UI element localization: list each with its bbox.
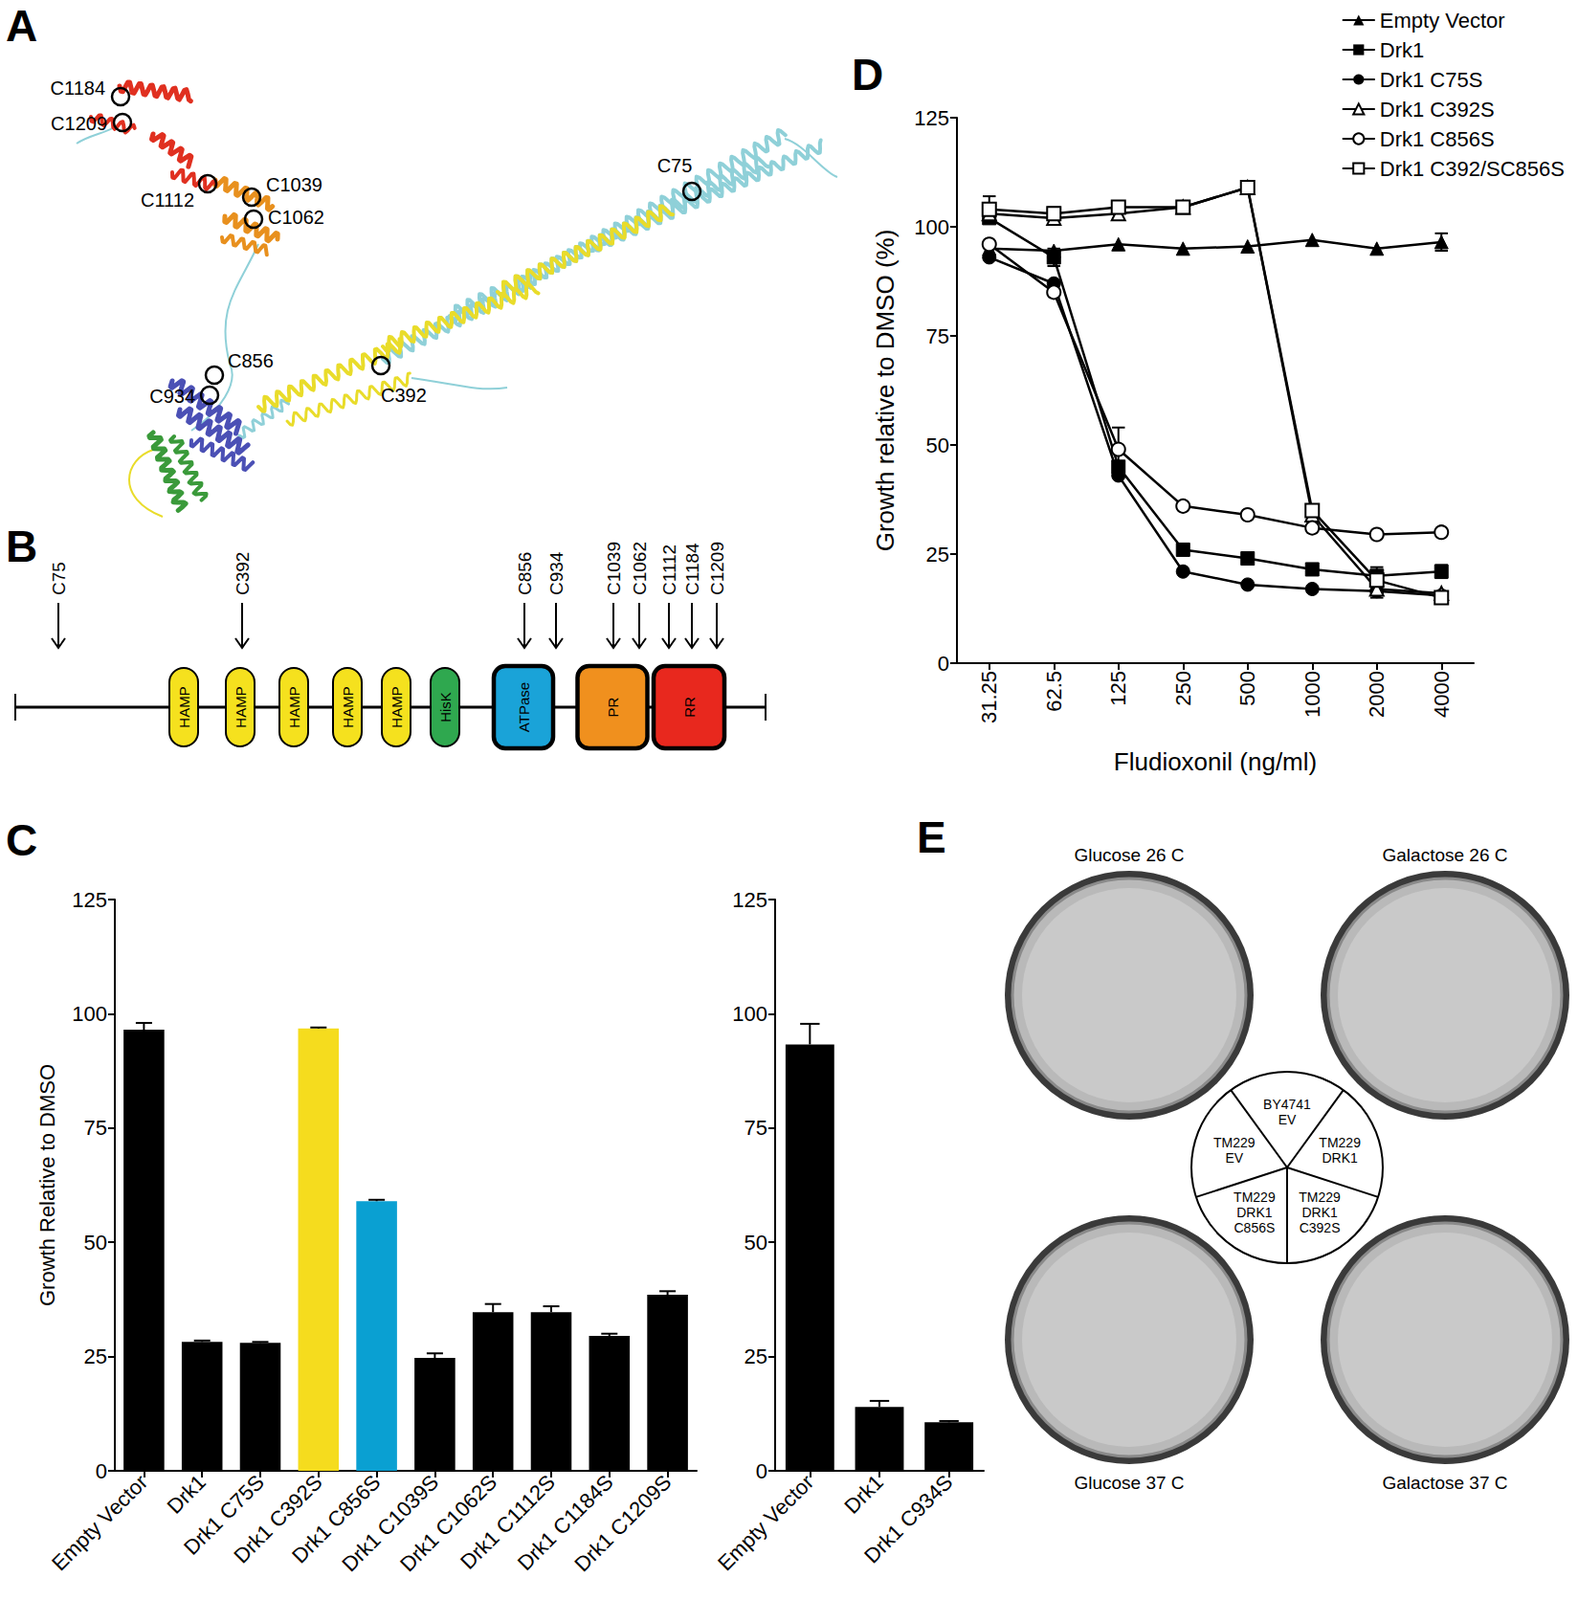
svg-text:HAMP: HAMP <box>388 686 405 728</box>
svg-text:C1112: C1112 <box>659 544 680 596</box>
svg-text:50: 50 <box>744 1230 768 1255</box>
svg-text:100: 100 <box>732 1001 768 1026</box>
svg-text:Drk1 C934S: Drk1 C934S <box>859 1469 957 1568</box>
svg-text:TM229DRK1: TM229DRK1 <box>1318 1134 1361 1166</box>
html-text:A: A <box>5 0 38 51</box>
svg-text:Drk1 C75S: Drk1 C75S <box>179 1470 269 1560</box>
svg-text:Glucose 37 C: Glucose 37 C <box>1073 1472 1184 1493</box>
svg-text:C1062: C1062 <box>267 206 325 228</box>
svg-text:PR: PR <box>604 696 622 717</box>
svg-text:50: 50 <box>926 433 950 458</box>
svg-text:125: 125 <box>913 106 950 131</box>
svg-text:25: 25 <box>744 1344 768 1369</box>
svg-text:4000: 4000 <box>1429 670 1454 718</box>
svg-text:Drk1: Drk1 <box>162 1469 212 1519</box>
svg-text:0: 0 <box>937 651 950 676</box>
svg-text:TM229DRK1C392S: TM229DRK1C392S <box>1298 1189 1341 1236</box>
svg-text:HAMP: HAMP <box>286 686 303 728</box>
svg-text:C392: C392 <box>380 384 427 406</box>
svg-text:75: 75 <box>84 1115 108 1140</box>
svg-text:100: 100 <box>71 1001 108 1026</box>
svg-text:Empty Vector: Empty Vector <box>46 1469 153 1576</box>
svg-text:C392: C392 <box>232 552 253 596</box>
html-text:D: D <box>851 49 884 100</box>
svg-text:Drk1 C856S: Drk1 C856S <box>1379 127 1495 152</box>
svg-text:C1184: C1184 <box>50 77 106 99</box>
svg-text:C934: C934 <box>546 551 567 596</box>
svg-text:C1209: C1209 <box>50 112 108 134</box>
svg-text:1000: 1000 <box>1300 670 1325 718</box>
svg-text:25: 25 <box>84 1344 108 1369</box>
html-text:C: C <box>5 815 38 866</box>
svg-text:Drk1: Drk1 <box>839 1469 889 1519</box>
svg-text:C1039: C1039 <box>603 541 624 596</box>
svg-text:50: 50 <box>84 1230 108 1255</box>
svg-text:Galactose 37 C: Galactose 37 C <box>1382 1472 1509 1493</box>
svg-text:C1112: C1112 <box>140 189 195 211</box>
svg-text:Drk1 C1112S: Drk1 C1112S <box>455 1470 560 1575</box>
svg-text:Empty Vector: Empty Vector <box>712 1469 819 1576</box>
svg-text:Drk1 C75S: Drk1 C75S <box>1379 67 1484 92</box>
svg-text:Drk1 C392S: Drk1 C392S <box>1379 97 1495 122</box>
svg-text:75: 75 <box>744 1115 768 1140</box>
svg-text:31.25: 31.25 <box>977 670 1001 724</box>
svg-text:Drk1 C856S: Drk1 C856S <box>287 1470 386 1568</box>
svg-text:Drk1 C1209S: Drk1 C1209S <box>569 1469 676 1577</box>
svg-text:Fludioxonil (ng/ml): Fludioxonil (ng/ml) <box>1113 747 1317 777</box>
svg-text:Galactose 26 C: Galactose 26 C <box>1382 844 1509 866</box>
svg-text:2000: 2000 <box>1364 670 1389 718</box>
svg-text:250: 250 <box>1171 670 1196 707</box>
svg-text:0: 0 <box>755 1459 768 1484</box>
svg-text:C856: C856 <box>227 350 274 372</box>
svg-text:Drk1: Drk1 <box>1379 38 1424 63</box>
svg-text:HAMP: HAMP <box>176 686 193 728</box>
svg-text:RR: RR <box>681 696 698 718</box>
svg-text:TM229EV: TM229EV <box>1213 1134 1256 1166</box>
svg-text:BY4741EV: BY4741EV <box>1263 1096 1312 1128</box>
svg-text:500: 500 <box>1235 670 1260 707</box>
svg-text:Drk1 C1039S: Drk1 C1039S <box>337 1470 444 1577</box>
svg-text:Drk1 C1184S: Drk1 C1184S <box>512 1470 618 1576</box>
svg-text:Drk1 C1062S: Drk1 C1062S <box>395 1470 502 1577</box>
svg-text:Drk1 C392/SC856S: Drk1 C392/SC856S <box>1379 156 1565 181</box>
svg-text:TM229DRK1C856S: TM229DRK1C856S <box>1233 1189 1276 1236</box>
svg-text:0: 0 <box>95 1459 108 1484</box>
svg-text:C1062: C1062 <box>629 541 650 596</box>
svg-text:C75: C75 <box>48 561 69 596</box>
svg-text:Growth relative to DMSO (%): Growth relative to DMSO (%) <box>870 229 900 553</box>
svg-text:125: 125 <box>71 888 108 912</box>
svg-text:ATPase: ATPase <box>515 682 533 733</box>
svg-text:C75: C75 <box>657 155 693 177</box>
svg-text:100: 100 <box>913 215 950 240</box>
svg-text:125: 125 <box>732 888 768 912</box>
svg-text:Empty Vector: Empty Vector <box>1379 8 1506 33</box>
svg-text:HAMP: HAMP <box>339 686 356 728</box>
svg-text:Glucose 26 C: Glucose 26 C <box>1073 844 1184 866</box>
svg-text:C934: C934 <box>149 385 196 407</box>
svg-text:C1039: C1039 <box>266 174 323 196</box>
svg-text:25: 25 <box>926 542 950 567</box>
html-text:E: E <box>916 812 947 863</box>
svg-text:Drk1 C392S: Drk1 C392S <box>228 1470 327 1568</box>
svg-text:C1184: C1184 <box>682 542 703 596</box>
svg-text:C856: C856 <box>514 552 535 596</box>
svg-text:125: 125 <box>1106 670 1131 707</box>
svg-text:75: 75 <box>926 324 950 349</box>
html-text:B: B <box>5 521 38 572</box>
svg-text:C1209: C1209 <box>707 541 728 596</box>
svg-text:Growth Relative to DMSO: Growth Relative to DMSO <box>35 1064 60 1307</box>
svg-text:62.5: 62.5 <box>1042 670 1067 712</box>
svg-text:HAMP: HAMP <box>232 686 249 728</box>
svg-text:HisK: HisK <box>437 691 454 723</box>
